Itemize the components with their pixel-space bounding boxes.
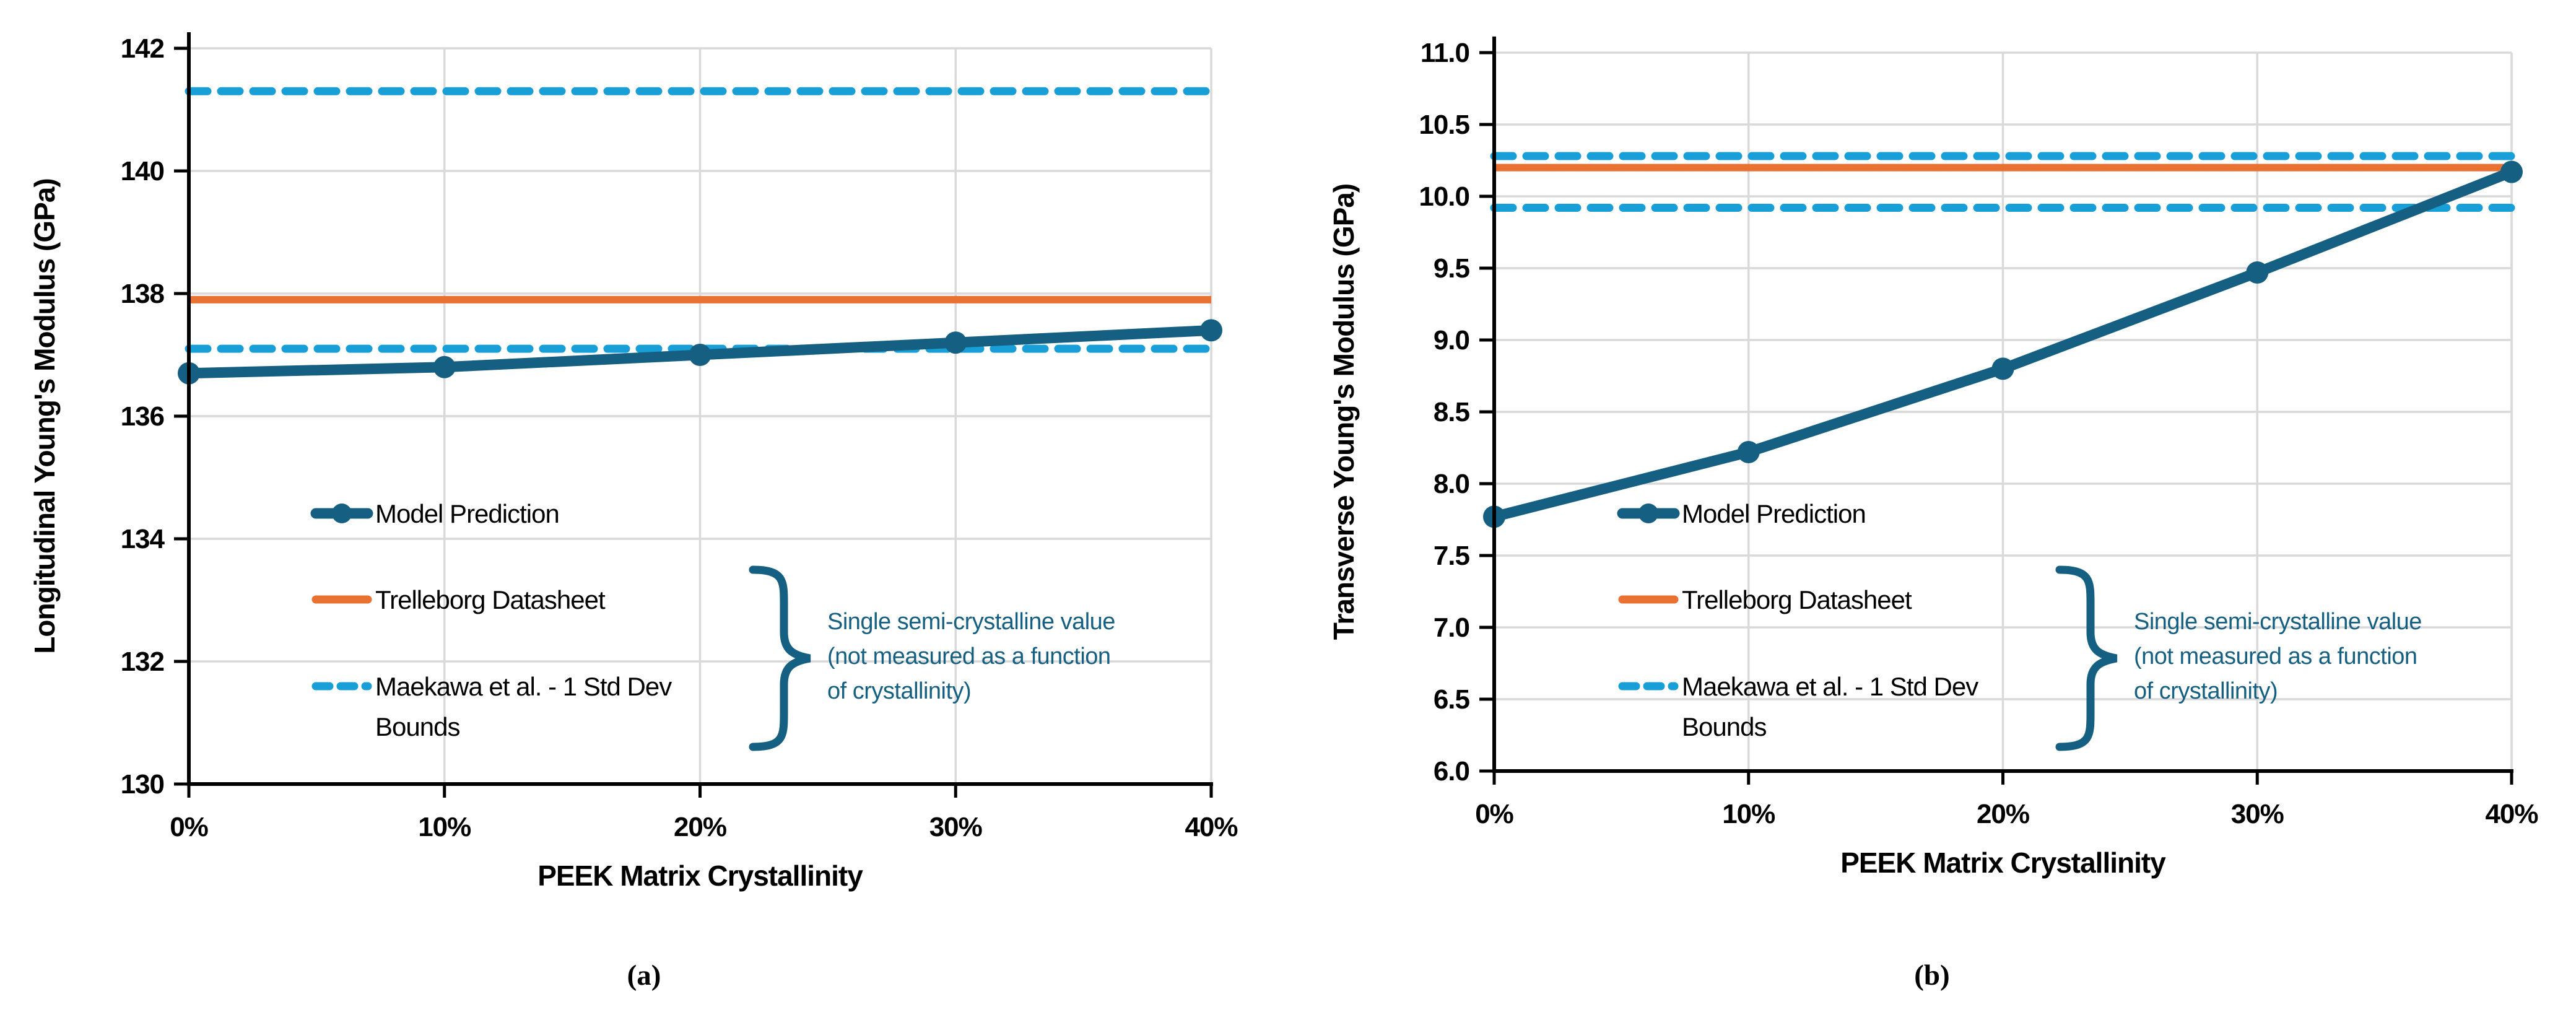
legend-label: Model Prediction [1682,499,1866,528]
model-prediction-marker [1737,440,1760,463]
x-tick-label: 20% [674,812,726,842]
model-prediction-marker [1991,357,2014,380]
x-tick-label: 40% [2485,799,2538,829]
y-tick-label: 136 [121,401,164,432]
annotation-brace [749,565,811,751]
panel-transverse: 6.0 6.5 7.0 7.5 8.0 8.5 9.0 9.5 10.0 10.5 11.0 0% 10… [1288,0,2576,954]
axes: 6.0 6.5 7.0 7.5 8.0 8.5 9.0 9.5 10.0 10.5 11.0 0% 10… [1419,37,2539,829]
x-tick-label: 40% [1185,812,1237,842]
y-tick-label: 6.0 [1434,756,1469,787]
y-tick-label: 142 [121,33,164,64]
legend: Model Prediction Trelleborg Datasheet Maek… [310,499,672,741]
model-prediction-marker [689,344,711,366]
y-tick-label: 11.0 [1421,38,1469,68]
y-tick-label: 10.5 [1419,110,1469,140]
caption-a: (a) [627,959,661,992]
legend: Model Prediction Trelleborg Datasheet Maek… [1617,499,1979,741]
legend-label: Bounds [375,712,459,741]
legend-label: Bounds [1682,712,1766,741]
y-tick-label: 134 [121,524,165,554]
x-tick-label: 0% [1475,799,1513,829]
model-prediction-marker [433,355,456,378]
annotation-brace [2055,565,2118,751]
y-tick-label: 7.0 [1434,612,1469,643]
caption-b: (b) [1914,959,1950,992]
annotation-line: Single semi-crystalline value [827,609,1115,635]
x-axis-title: PEEK Matrix Crystallinity [1840,847,2166,879]
legend-label: Maekawa et al. - 1 Std Dev [1682,672,1978,701]
y-axis-title: Transverse Young's Modulus (GPa) [1328,184,1360,640]
y-tick-label: 7.5 [1434,541,1470,571]
axes: 130 132 134 136 138 140 142 0% 10% 20% 30% 40% [121,32,1238,842]
x-tick-label: 30% [929,812,982,842]
y-tick-label: 8.0 [1434,469,1469,499]
panel-longitudinal: 130 132 134 136 138 140 142 0% 10% 20% 30% 40% PEEK … [0,0,1288,954]
y-tick-label: 9.0 [1434,325,1469,355]
annotation-line: (not measured as a function [827,643,1111,669]
x-tick-label: 10% [418,812,471,842]
annotation-line: (not measured as a function [2134,643,2417,669]
legend-label: Trelleborg Datasheet [375,585,606,614]
legend-label: Model Prediction [375,499,559,528]
chart-longitudinal-modulus: 130 132 134 136 138 140 142 0% 10% 20% 30% 40% PEEK … [28,32,1238,892]
y-axis-title: Longitudinal Young's Modulus (GPa) [28,178,61,653]
annotation: Single semi-crystalline value (not measur… [827,609,1115,704]
annotation-line: of crystallinity) [827,678,971,704]
x-tick-label: 0% [170,812,208,842]
y-tick-label: 130 [121,769,164,800]
y-tick-label: 132 [121,647,164,677]
legend-label: Trelleborg Datasheet [1682,585,1912,614]
legend-model-marker-sample [1638,503,1658,523]
model-prediction-marker [944,331,967,354]
y-tick-label: 8.5 [1434,397,1470,427]
plot-series [178,87,1222,385]
y-tick-label: 6.5 [1434,684,1470,715]
model-prediction-marker [2246,261,2269,284]
plot-series [1483,152,2523,528]
annotation-line: Single semi-crystalline value [2134,609,2422,635]
x-tick-label: 20% [1977,799,2029,829]
annotation: Single semi-crystalline value (not measur… [2134,609,2422,704]
x-tick-label: 10% [1722,799,1775,829]
x-axis-title: PEEK Matrix Crystallinity [537,860,863,892]
annotation-line: of crystallinity) [2134,678,2278,704]
legend-model-marker-sample [332,503,352,523]
model-prediction-marker [2500,160,2523,183]
chart-transverse-modulus: 6.0 6.5 7.0 7.5 8.0 8.5 9.0 9.5 10.0 10.5 11.0 0% 10… [1328,37,2539,879]
y-tick-label: 140 [121,156,164,186]
x-tick-label: 30% [2231,799,2284,829]
gridlines [189,47,1212,785]
y-tick-label: 9.5 [1434,253,1470,284]
y-tick-label: 10.0 [1419,181,1469,212]
y-tick-label: 138 [121,279,165,309]
legend-label: Maekawa et al. - 1 Std Dev [375,672,672,701]
model-prediction-marker [1200,319,1222,342]
